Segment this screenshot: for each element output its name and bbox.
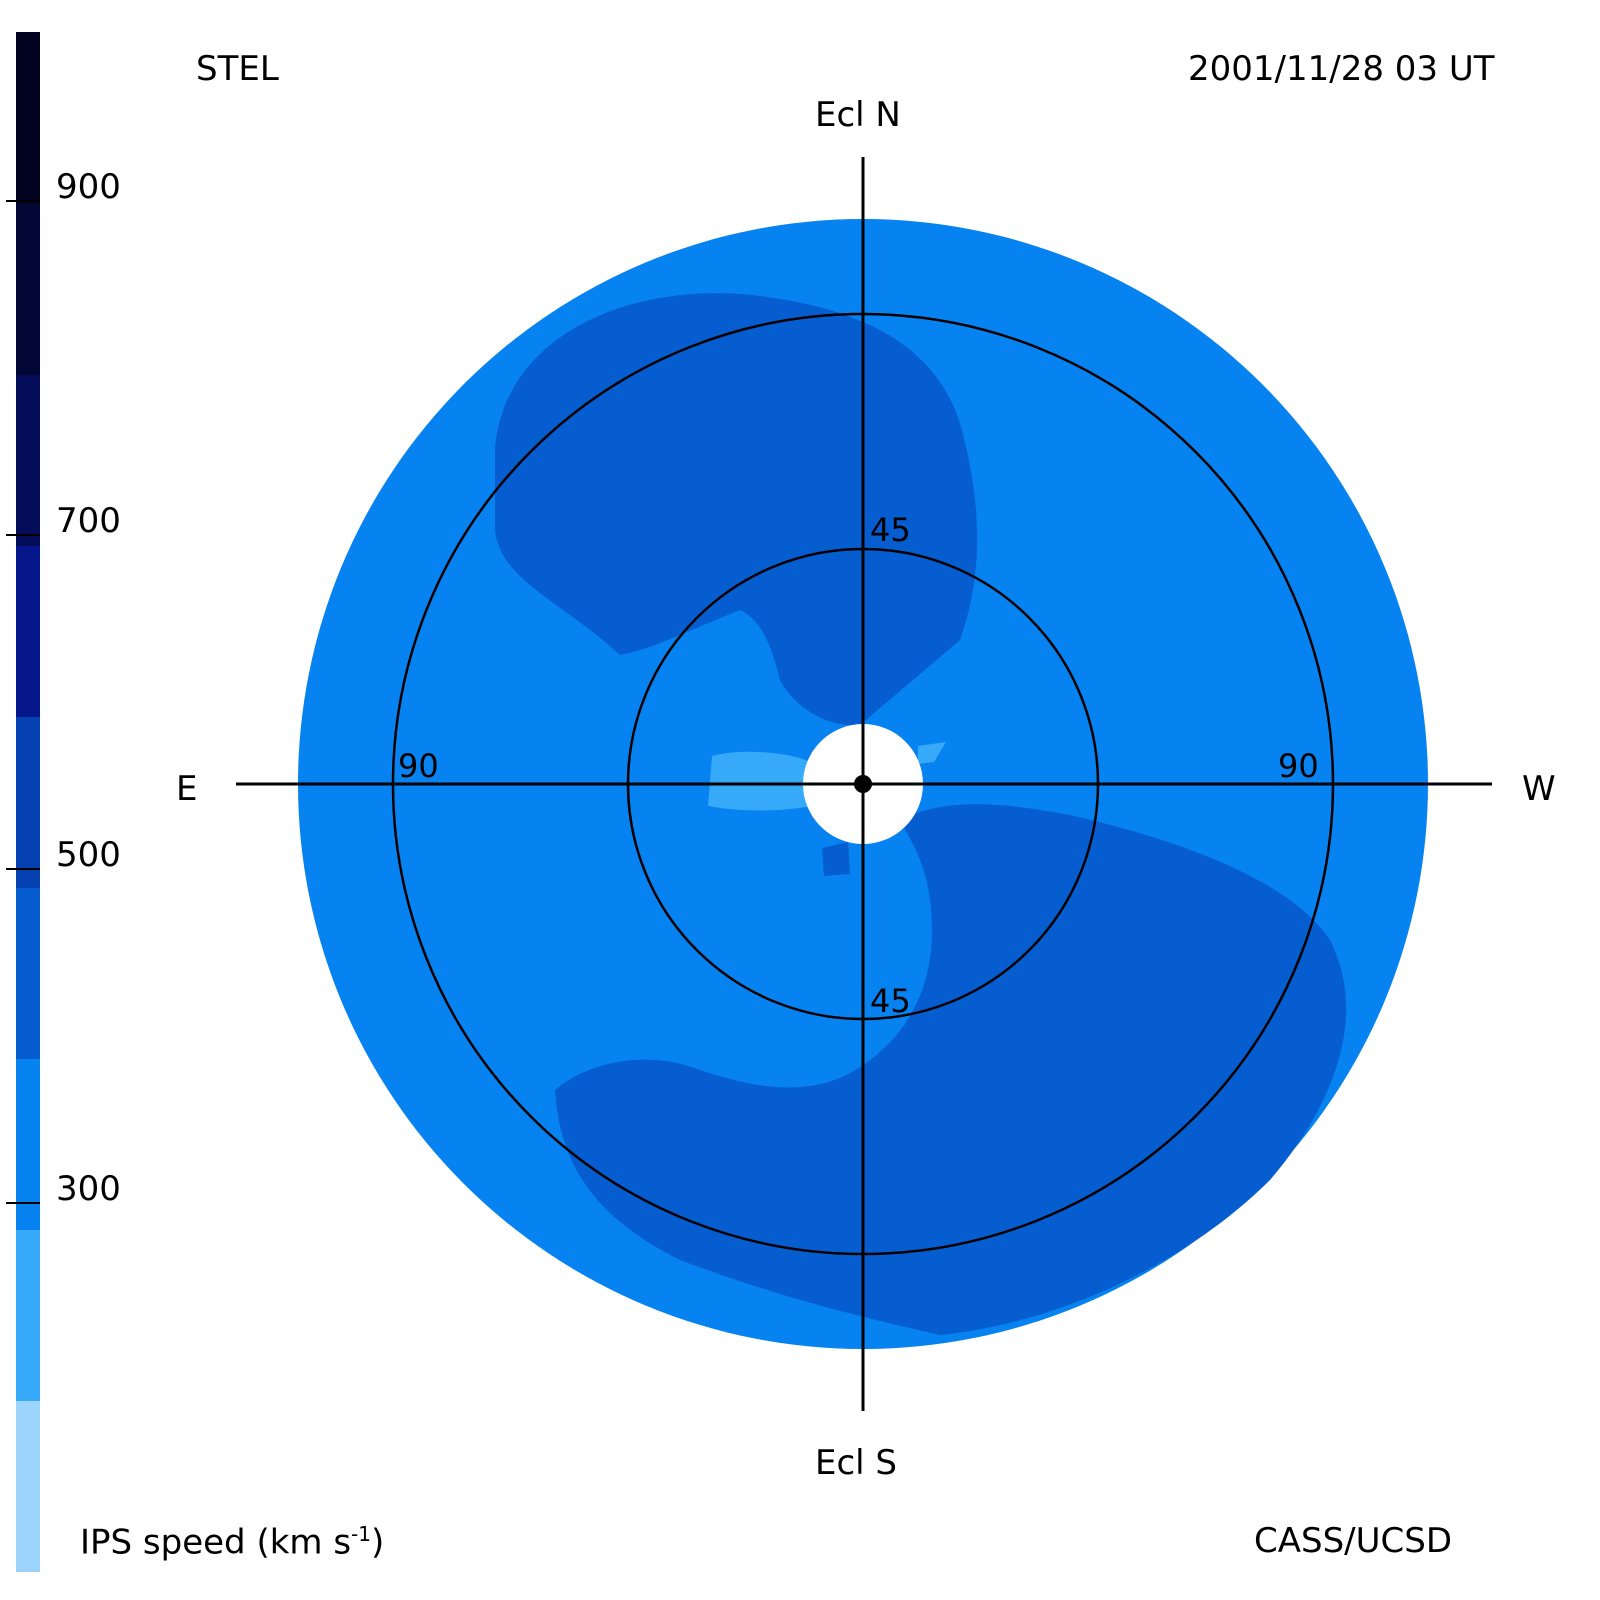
ecliptic-north-label: Ecl N <box>815 95 901 135</box>
colorbar-title-text: IPS speed (km s <box>80 1522 352 1563</box>
colorbar-segment <box>16 545 40 717</box>
ring-label-45-north: 45 <box>870 511 911 549</box>
sun-center-marker <box>854 775 872 793</box>
ring-label-90-east: 90 <box>398 747 439 785</box>
fast-wind-region-north <box>495 293 978 726</box>
colorbar-tick <box>6 534 40 536</box>
colorbar-segment <box>16 1058 40 1231</box>
colorbar-segment <box>16 887 40 1060</box>
colorbar-title: IPS speed (km s-1) <box>80 1524 384 1559</box>
ecliptic-south-label: Ecl S <box>815 1443 898 1483</box>
credit-label: CASS/UCSD <box>1254 1521 1453 1561</box>
colorbar-segment <box>16 1400 40 1573</box>
colorbar-segment <box>16 1229 40 1402</box>
colorbar-title-end: ) <box>371 1522 385 1563</box>
colorbar-tick-label-700: 700 <box>56 501 121 541</box>
colorbar-tick <box>6 1202 40 1204</box>
west-label: W <box>1522 769 1556 809</box>
colorbar-tick <box>6 868 40 870</box>
colorbar <box>16 32 40 1573</box>
colorbar-title-exponent: -1 <box>351 1522 371 1546</box>
fast-wind-patch-center <box>822 842 850 876</box>
colorbar-tick-label-900: 900 <box>56 167 121 207</box>
colorbar-tick <box>6 200 40 202</box>
colorbar-segment <box>16 32 40 204</box>
slow-wind-patch <box>708 751 812 811</box>
east-label: E <box>176 769 198 809</box>
colorbar-segment <box>16 374 40 546</box>
fast-wind-region-south <box>555 804 1347 1335</box>
datetime-label: 2001/11/28 03 UT <box>1188 49 1495 89</box>
colorbar-segment <box>16 203 40 375</box>
slow-wind-patch-small <box>918 742 946 764</box>
ring-label-45-south: 45 <box>870 982 911 1020</box>
colorbar-tick-label-500: 500 <box>56 835 121 875</box>
ring-label-90-west: 90 <box>1278 747 1319 785</box>
observatory-label: STEL <box>196 49 279 89</box>
colorbar-tick-label-300: 300 <box>56 1169 121 1209</box>
colorbar-segment <box>16 716 40 889</box>
